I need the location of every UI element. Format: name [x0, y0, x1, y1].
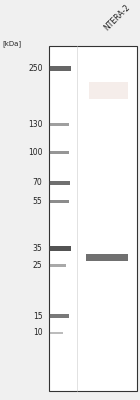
Bar [49, 151, 69, 154]
Text: 35: 35 [33, 244, 43, 253]
Bar [87, 254, 128, 261]
Bar [89, 82, 128, 99]
Bar [49, 264, 66, 267]
Text: 100: 100 [28, 148, 43, 157]
Text: 130: 130 [28, 120, 43, 129]
Text: 25: 25 [33, 261, 43, 270]
Bar [49, 46, 137, 391]
Text: 15: 15 [33, 312, 43, 320]
Text: 55: 55 [33, 197, 43, 206]
Text: 70: 70 [33, 178, 43, 187]
Text: 10: 10 [33, 328, 43, 338]
Bar [49, 332, 63, 334]
Bar [49, 246, 71, 251]
Text: 250: 250 [28, 64, 43, 73]
Bar [49, 314, 69, 318]
Text: [kDa]: [kDa] [3, 40, 22, 47]
Bar [49, 66, 71, 70]
Bar [49, 123, 69, 126]
Bar [49, 200, 69, 203]
Bar [49, 180, 70, 185]
Text: NTERA-2: NTERA-2 [102, 3, 132, 33]
